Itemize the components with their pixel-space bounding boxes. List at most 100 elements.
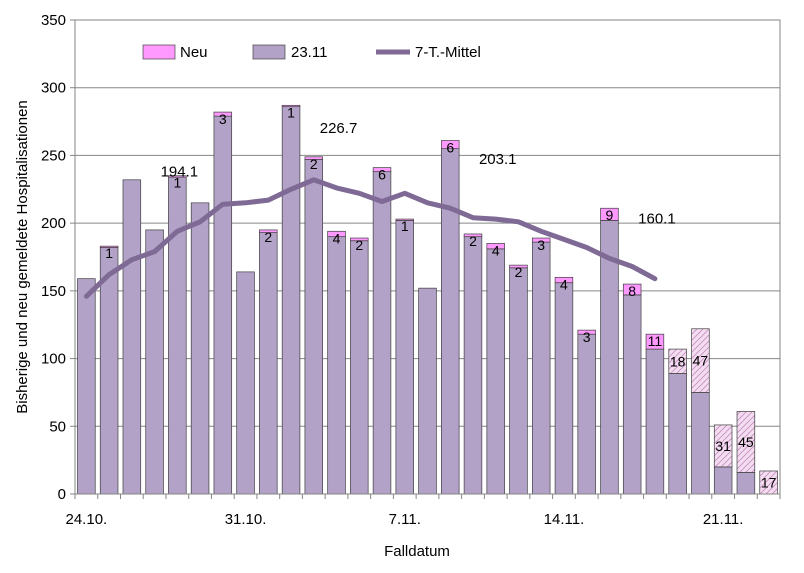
bar-new-label: 2 [515, 264, 523, 280]
bar-existing [509, 267, 528, 495]
bar-new [463, 233, 483, 238]
bar-existing [668, 373, 687, 495]
y-tick-label: 100 [41, 351, 66, 368]
average-line [83, 177, 658, 299]
x-tick-label: 21.11. [703, 511, 744, 528]
bar-new [327, 230, 346, 238]
bar-new-label: 17 [761, 474, 777, 490]
bar-new-label: 9 [606, 207, 614, 223]
bar-new-label: 4 [492, 242, 500, 258]
bar-new-label: 3 [219, 111, 227, 127]
legend-swatch-new [142, 44, 176, 60]
bar-new-label: 1 [287, 104, 295, 120]
x-axis-title: Falldatum [384, 543, 450, 560]
bar-new [441, 140, 460, 150]
bar-new [395, 218, 414, 221]
bar-new-label: 3 [583, 329, 591, 345]
bar-new-label: 2 [355, 237, 363, 253]
bar-existing [531, 241, 551, 495]
y-axis-title: Bisherige und neu gemeldete Hospitalisat… [14, 100, 31, 414]
bar-existing [77, 278, 96, 495]
y-tick-label: 200 [41, 215, 66, 232]
bar-existing [463, 236, 483, 495]
bar-existing [395, 220, 414, 495]
bar-new [531, 237, 551, 243]
bar-new-label: 2 [310, 156, 318, 172]
y-tick-label: 150 [41, 283, 66, 300]
bar-new-label: 11 [648, 333, 663, 349]
bar-new [281, 104, 301, 108]
bar-new-label: 1 [401, 218, 409, 234]
bar-existing [168, 176, 187, 495]
average-annotation: 160.1 [638, 211, 676, 228]
bar-existing [259, 232, 278, 495]
bar-new [713, 424, 733, 468]
bar-new [99, 245, 119, 248]
bar-existing [441, 148, 460, 495]
bar-new [304, 156, 324, 160]
bars [77, 104, 778, 495]
y-tick-label: 300 [41, 80, 66, 97]
average-annotation: 226.7 [320, 120, 358, 137]
bar-new-label: 3 [537, 237, 545, 253]
bar-existing [691, 392, 710, 495]
bar-existing [713, 466, 733, 495]
bar-existing [622, 294, 642, 495]
bar-existing [418, 287, 437, 495]
bar-existing [372, 171, 392, 495]
legend-swatch-existing [252, 44, 286, 60]
bar-new [350, 237, 369, 242]
y-tick-label: 0 [58, 486, 66, 503]
bar-new [645, 333, 665, 350]
bar-new [486, 243, 505, 250]
bar-new-label: 47 [693, 353, 709, 369]
bar-existing [350, 240, 369, 495]
bar-existing [645, 348, 665, 495]
bar-existing [554, 282, 574, 495]
bar-existing [99, 247, 119, 495]
bar-new [213, 111, 233, 117]
bar-existing [327, 236, 346, 495]
bar-existing [304, 159, 324, 495]
bar-new-label: 2 [264, 229, 272, 245]
average-line-layer [83, 177, 658, 299]
average-annotation: 194.1 [161, 163, 199, 180]
bar-new [168, 175, 187, 178]
y-tick-label: 50 [49, 418, 66, 435]
bar-new-label: 2 [469, 233, 477, 249]
bar-new-label: 6 [378, 167, 386, 183]
bar-new-label: 4 [560, 276, 568, 292]
bar-new [600, 207, 619, 221]
bar-new [577, 329, 596, 335]
bar-existing [145, 229, 164, 495]
bar-new [509, 264, 528, 269]
bar-existing [213, 115, 233, 495]
bar-new-label: 1 [105, 245, 113, 261]
bar-existing [486, 248, 505, 495]
y-tick-label: 350 [41, 12, 66, 29]
bar-new [372, 167, 392, 173]
bar-new-label: 6 [446, 140, 454, 156]
bar-existing [281, 106, 301, 495]
bar-new [259, 229, 278, 233]
bar-new-label: 45 [738, 434, 754, 450]
bar-new [622, 283, 642, 296]
bar-existing [190, 202, 210, 495]
bar-existing [736, 471, 756, 495]
legend-label-existing: 23.11 [291, 44, 327, 61]
y-tick-label: 250 [41, 147, 66, 164]
average-annotation: 203.1 [479, 151, 517, 168]
legend: Neu 23.11 7-T.-Mittel [142, 44, 481, 61]
bar-new-label: 31 [715, 438, 731, 454]
bar-existing [236, 271, 255, 495]
x-tick-label: 7.11. [389, 511, 421, 528]
bar-new [554, 276, 574, 284]
bar-new-label: 1 [173, 175, 181, 191]
legend-label-average: 7-T.-Mittel [415, 44, 481, 61]
x-tick-label: 24.10. [66, 511, 108, 528]
x-tick-label: 14.11. [544, 511, 585, 528]
bar-new-label: 18 [670, 353, 686, 369]
